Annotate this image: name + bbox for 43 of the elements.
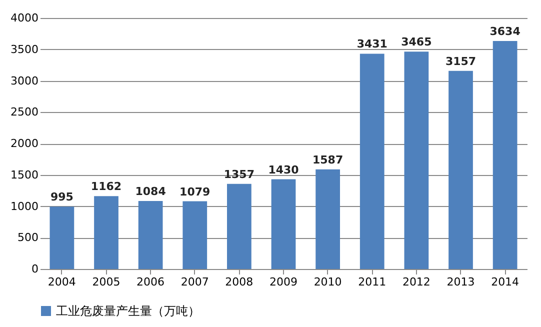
y-tick-label: 500 [18,231,38,244]
bar [227,184,252,269]
y-tick-label: 3000 [10,74,38,88]
bar [271,179,296,269]
y-tick-label: 2500 [10,106,38,119]
data-label: 1587 [312,153,344,166]
bar [316,169,340,269]
y-tick-label: 4000 [10,12,38,24]
x-tick-label: 2006 [136,276,165,288]
bar [360,54,384,269]
legend-label: 工业危废量产生量（万吨） [56,304,200,318]
y-tick-label: 1500 [10,168,38,182]
bar [448,70,473,269]
data-label: 1084 [135,184,166,198]
x-tick-label: 2008 [225,276,254,288]
x-tick-label: 2010 [314,276,342,288]
bar [182,201,208,269]
x-tick-label: 2007 [180,276,209,288]
x-tick-label: 2009 [270,276,298,288]
y-tick-label: 1000 [10,200,38,213]
y-tick-label: 3500 [10,42,38,56]
data-label: 1079 [180,185,210,198]
bar [50,206,74,269]
bar [94,196,118,269]
bar [492,40,518,269]
data-label: 995 [50,190,74,204]
data-label: 3157 [445,54,476,68]
x-tick-label: 2011 [358,276,386,288]
x-tick-label: 2013 [446,276,475,288]
data-label: 1357 [224,168,254,181]
x-tick-label: 2005 [92,276,120,288]
bar [404,52,429,269]
x-tick-label: 2004 [48,276,76,288]
data-label: 3431 [356,38,388,51]
x-tick-label: 2014 [491,276,520,288]
y-tick-label: 0 [32,262,38,276]
data-label: 1162 [90,180,122,194]
data-label: 1430 [268,163,300,176]
data-label: 3465 [401,36,432,49]
data-label: 3634 [490,24,521,38]
x-tick-label: 2012 [402,276,430,288]
bar [138,200,163,269]
y-tick-label: 2000 [10,137,38,150]
